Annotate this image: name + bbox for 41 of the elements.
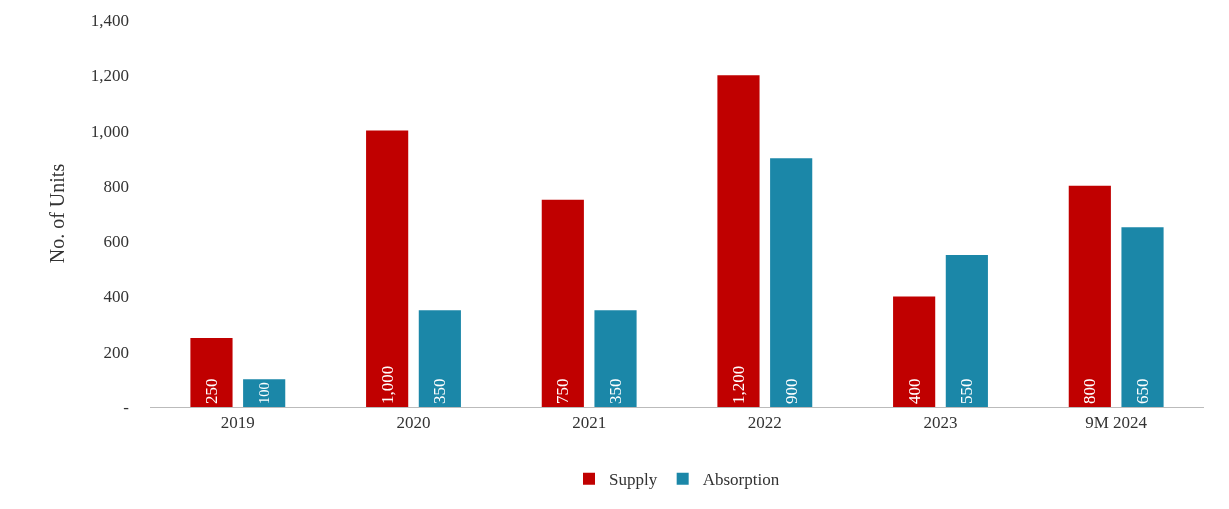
data-label: 800 [1080, 378, 1100, 404]
x-tick-label: 9M 2024 [1085, 413, 1148, 433]
y-axis-title: No. of Units [46, 163, 69, 264]
bar [770, 158, 813, 407]
x-tick-label: 2019 [220, 413, 255, 433]
bar [541, 199, 584, 407]
data-label: 250 [201, 378, 221, 404]
data-label: 750 [553, 378, 573, 404]
y-tick-label: - [123, 397, 130, 417]
x-tick-label: 2020 [396, 413, 431, 433]
bar [717, 75, 760, 407]
legend-label: Absorption [702, 470, 780, 490]
y-tick-label: 800 [103, 176, 129, 196]
y-tick-label: 1,400 [90, 10, 129, 30]
y-tick-label: 600 [103, 232, 129, 252]
bar [945, 254, 988, 407]
data-label: 900 [781, 378, 801, 404]
legend-label: Supply [609, 470, 658, 490]
x-tick-label: 2021 [572, 413, 607, 433]
x-tick-label: 2023 [923, 413, 958, 433]
data-label: 100 [255, 382, 272, 404]
data-label: 350 [606, 378, 626, 404]
bar [418, 310, 461, 407]
bar [1121, 227, 1164, 407]
bar [893, 296, 936, 407]
y-tick-label: 1,000 [90, 121, 129, 141]
y-tick-label: 200 [103, 342, 129, 362]
data-label: 1,200 [728, 365, 748, 404]
data-label: 350 [430, 378, 450, 404]
y-tick-label: 400 [103, 287, 129, 307]
data-label: 400 [904, 378, 924, 404]
data-label: 550 [957, 378, 977, 404]
bar [594, 310, 637, 407]
bar [243, 379, 286, 407]
bar [366, 130, 409, 407]
bar [1068, 185, 1111, 407]
x-tick-label: 2022 [747, 413, 782, 433]
y-tick-label: 1,200 [90, 66, 129, 86]
data-label: 1,000 [377, 365, 397, 404]
bar [190, 337, 233, 407]
data-label: 650 [1133, 378, 1153, 404]
